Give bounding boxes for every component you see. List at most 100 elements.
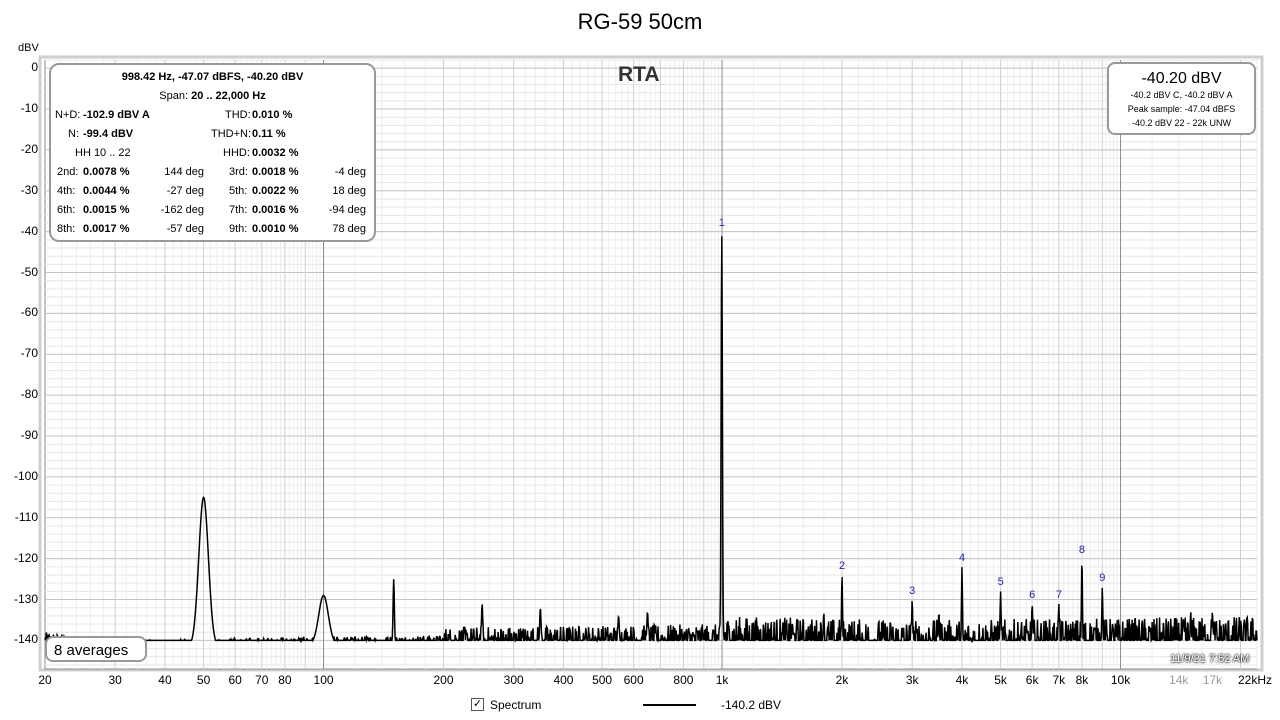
- harmonic-row: 8th: 0.0017 % -57 deg 9th: 0.0010 % 78 deg: [51, 223, 374, 242]
- harmonic-phase: -27 deg: [166, 185, 204, 197]
- nd-value: -102.9 dBV A: [83, 109, 150, 121]
- y-tick-label: 0: [31, 60, 38, 75]
- stats-row-n: N: -99.4 dBV THD+N: 0.11 %: [51, 128, 374, 147]
- hh-label: HH 10 .. 22: [75, 147, 131, 159]
- plot-frame-outer: [38, 55, 1264, 672]
- spectrum-line: [44, 236, 1258, 644]
- x-tick-label: 5k: [994, 673, 1007, 687]
- harmonic-value: 0.0016 %: [252, 204, 299, 216]
- y-axis-unit: dBV: [18, 42, 39, 54]
- thd-label: THD:: [225, 109, 251, 121]
- x-tick-label: 70: [255, 673, 269, 687]
- harmonic-label: 4th:: [57, 185, 76, 197]
- y-tick-label: -70: [20, 346, 38, 361]
- n-label: N:: [68, 128, 79, 140]
- harmonic-label: 6th:: [57, 204, 76, 216]
- y-tick-label: -140: [13, 632, 38, 647]
- y-tick-label: -50: [20, 264, 38, 279]
- harmonic-phase: -162 deg: [160, 204, 204, 216]
- level-main: -40.20 dBV: [1141, 70, 1222, 87]
- harmonic-value: 0.0044 %: [83, 185, 130, 197]
- harmonic-value: 0.0015 %: [83, 204, 130, 216]
- harmonic-marker: 1: [718, 217, 725, 230]
- x-tick-label: 6k: [1025, 673, 1039, 687]
- harmonic-phase: -57 deg: [166, 223, 204, 235]
- x-tick-label: 10k: [1110, 673, 1131, 687]
- harmonic-marker: 4: [958, 551, 966, 564]
- x-tick-label: 2k: [835, 673, 849, 687]
- harmonic-label: 3rd:: [229, 166, 248, 178]
- harmonic-label: 8th:: [57, 223, 76, 235]
- x-tick-label: 40: [158, 673, 172, 687]
- x-tick-label: 500: [592, 673, 613, 687]
- harmonic-value: 0.0022 %: [252, 185, 299, 197]
- timestamp: 11/9/21 7:52 AM: [1170, 653, 1250, 665]
- harmonic-label: 5th:: [229, 185, 248, 197]
- x-tick-label: 20: [38, 673, 52, 687]
- series-spectrum: [44, 236, 1258, 644]
- level-line-1: -40.2 dBV C, -40.2 dBV A: [1130, 90, 1233, 100]
- x-tick-label: 300: [503, 673, 524, 687]
- harmonic-phase: -94 deg: [328, 204, 366, 216]
- harmonic-marker: 3: [909, 584, 916, 597]
- harmonic-value: 0.0017 %: [83, 223, 130, 235]
- legend-cursor-value: -140.2 dBV: [721, 698, 782, 712]
- harmonic-marker: 9: [1099, 572, 1106, 585]
- harmonic-marker: 2: [839, 559, 846, 572]
- x-tick-label: 17k: [1202, 673, 1223, 687]
- overlay-title: RTA: [618, 63, 660, 86]
- harmonic-phase: -4 deg: [334, 166, 366, 178]
- x-tick-label: 4k: [955, 673, 969, 687]
- thdn-label: THD+N:: [211, 128, 252, 140]
- thdn-value: 0.11 %: [252, 128, 286, 140]
- harmonic-value: 0.0010 %: [252, 223, 299, 235]
- harmonic-label: 7th:: [229, 204, 248, 216]
- x-tick-label: 14k: [1169, 673, 1189, 687]
- harmonic-phase: 78 deg: [332, 223, 366, 235]
- stats-header: 998.42 Hz, -47.07 dBFS, -40.20 dBV: [121, 71, 304, 83]
- harmonic-row: 2nd: 0.0078 % 144 deg 3rd: 0.0018 % -4 deg: [51, 166, 374, 185]
- harmonic-marker: 7: [1055, 588, 1062, 601]
- y-tick-label: -110: [14, 509, 38, 524]
- span-label: Span:: [159, 90, 189, 102]
- harmonic-marker: 5: [997, 576, 1004, 589]
- x-tick-label: 800: [673, 673, 694, 687]
- x-tick-label: 80: [278, 673, 292, 687]
- legend-series-name: Spectrum: [490, 698, 542, 712]
- harmonic-value: 0.0018 %: [252, 166, 299, 178]
- y-tick-label: -30: [20, 182, 38, 197]
- harmonic-value: 0.0078 %: [83, 166, 130, 178]
- x-tick-label: 600: [623, 673, 644, 687]
- x-tick-label: 8k: [1075, 673, 1089, 687]
- x-tick-label: 22kHz: [1237, 673, 1272, 687]
- chart-title: RG-59 50cm: [577, 9, 703, 34]
- x-tick-label: 30: [108, 673, 122, 687]
- stats-row-nd: N+D: -102.9 dBV A THD: 0.010 %: [51, 109, 374, 128]
- y-tick-label: -40: [20, 223, 38, 238]
- y-tick-label: -130: [13, 591, 38, 606]
- stats-row-hh: HH 10 .. 22 HHD: 0.0032 %: [51, 147, 374, 166]
- y-tick-label: -90: [20, 428, 38, 443]
- x-tick-label: 1k: [715, 673, 729, 687]
- distortion-stats-panel[interactable]: 998.42 Hz, -47.07 dBFS, -40.20 dBV Span:…: [49, 63, 376, 242]
- x-tick-label: 100: [313, 673, 334, 687]
- x-tick-label: 50: [196, 673, 211, 687]
- harmonic-label: 2nd:: [57, 166, 79, 178]
- y-tick-label: -20: [20, 141, 38, 156]
- hhd-value: 0.0032 %: [252, 147, 299, 159]
- level-panel[interactable]: -40.20 dBV -40.2 dBV C, -40.2 dBV A Peak…: [1107, 62, 1256, 135]
- harmonic-label: 9th:: [229, 223, 248, 235]
- y-tick-label: -80: [20, 387, 38, 402]
- thd-value: 0.010 %: [252, 109, 293, 121]
- n-value: -99.4 dBV: [83, 128, 134, 140]
- spectrum-checkbox[interactable]: ✓: [471, 698, 484, 711]
- harmonic-phase: 18 deg: [332, 185, 366, 197]
- span-value: 20 .. 22,000 Hz: [191, 90, 266, 102]
- averages-badge: 8 averages: [45, 636, 147, 662]
- stats-span: Span: 20 .. 22,000 Hz: [51, 90, 374, 102]
- legend-line-swatch: [643, 704, 696, 706]
- x-tick-label: 400: [553, 673, 574, 687]
- x-tick-label: 7k: [1052, 673, 1066, 687]
- harmonic-marker: 8: [1078, 543, 1086, 556]
